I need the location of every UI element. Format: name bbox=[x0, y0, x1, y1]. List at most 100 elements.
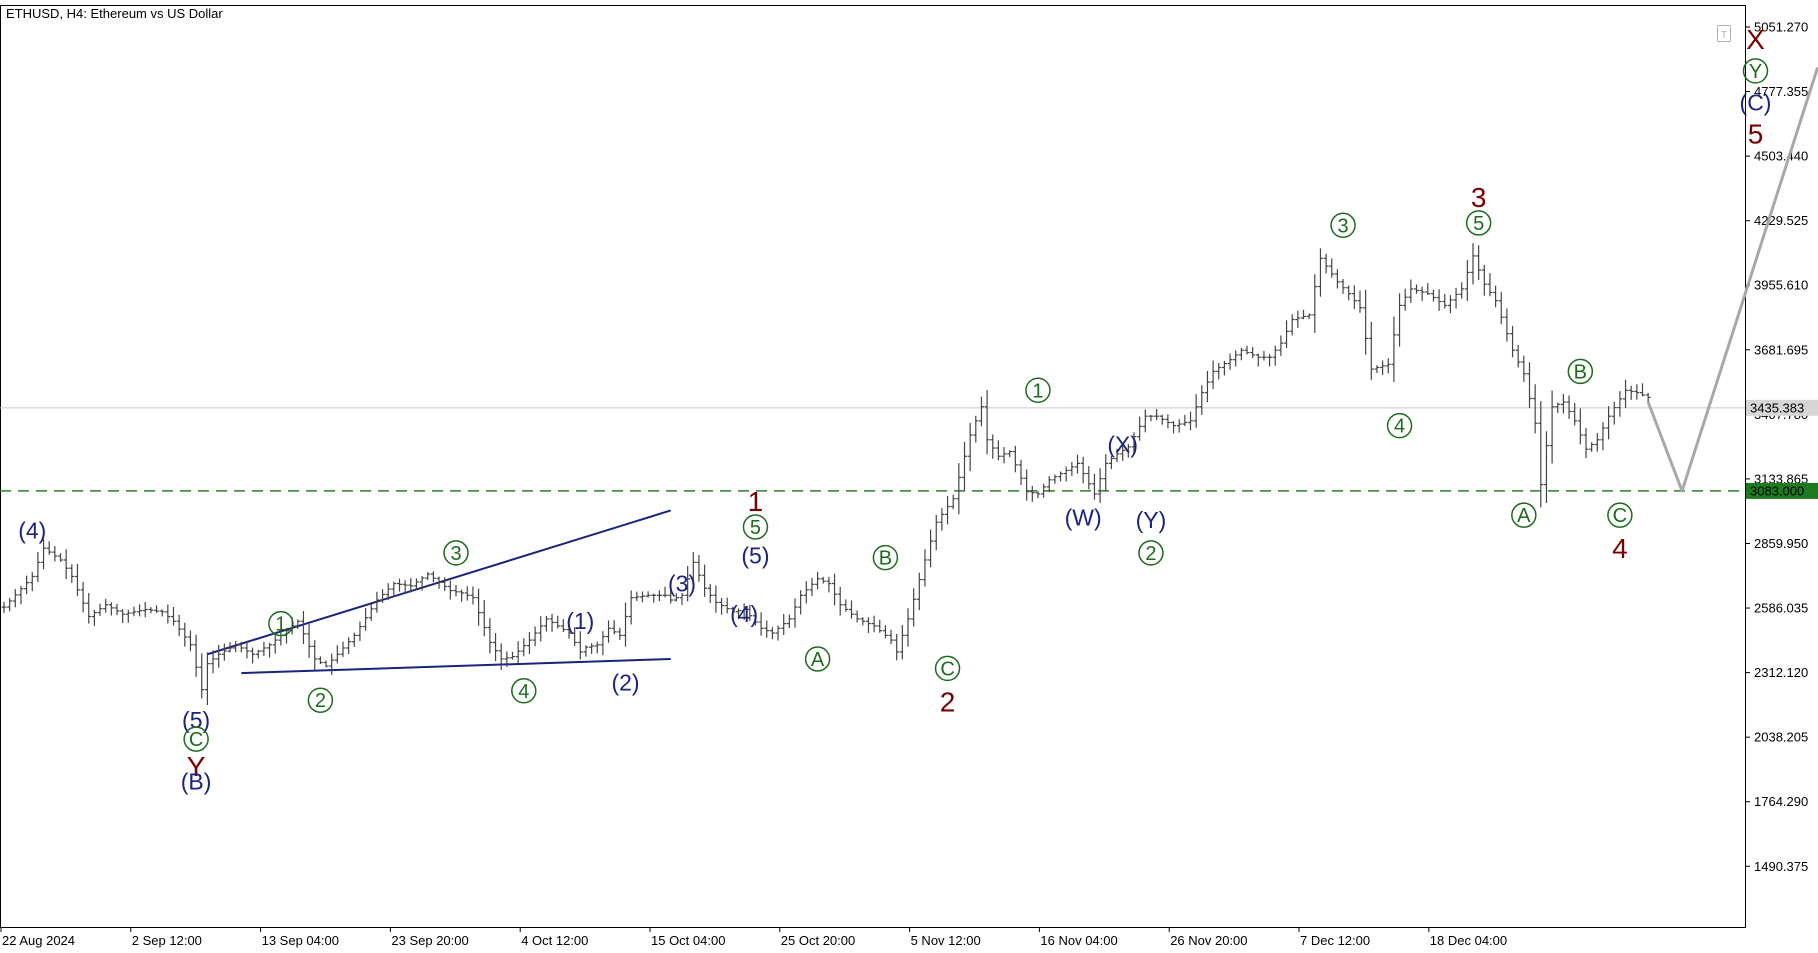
price-bar bbox=[1204, 370, 1210, 403]
wave-label-text: (C) bbox=[1740, 90, 1772, 116]
trendline-2 bbox=[241, 657, 671, 675]
price-bar bbox=[1476, 245, 1482, 280]
price-bar bbox=[323, 660, 329, 668]
price-bar bbox=[510, 651, 515, 660]
price-bar bbox=[769, 627, 775, 640]
price-bar bbox=[187, 630, 193, 652]
price-bar bbox=[752, 610, 758, 626]
wave-label-circle bbox=[268, 610, 294, 637]
price-bar bbox=[1176, 419, 1182, 433]
wave-label-text: 4 bbox=[1394, 416, 1405, 438]
price-bar bbox=[1114, 448, 1120, 463]
price-bar bbox=[713, 585, 719, 613]
price-bar bbox=[1583, 428, 1589, 459]
price-bar bbox=[391, 581, 397, 598]
wave-label-text: 5 bbox=[750, 517, 761, 539]
price-bar bbox=[58, 553, 63, 562]
price-bar bbox=[899, 624, 905, 660]
price-bar bbox=[764, 620, 770, 638]
x-tick-label: 7 Dec 12:00 bbox=[1300, 933, 1370, 948]
wave-label-text: 1 bbox=[275, 614, 286, 636]
price-bar bbox=[673, 593, 679, 602]
wave-label-circle bbox=[1138, 540, 1164, 566]
wave-label: 1 bbox=[268, 610, 294, 637]
wave-label-text: C bbox=[940, 658, 954, 680]
price-bar bbox=[656, 590, 662, 602]
price-bar bbox=[63, 549, 69, 580]
price-bar bbox=[1007, 450, 1013, 458]
price-bar bbox=[1572, 402, 1578, 426]
price-bar bbox=[368, 604, 374, 621]
price-bar bbox=[204, 652, 210, 705]
y-tick-label: 2038.205 bbox=[1754, 730, 1808, 745]
wave-label: X bbox=[1746, 24, 1765, 55]
price-bar bbox=[1250, 347, 1256, 359]
price-bar bbox=[97, 603, 103, 616]
y-tick-label: 5051.270 bbox=[1754, 20, 1808, 35]
wave-label-circle bbox=[1386, 412, 1413, 439]
price-bar bbox=[730, 606, 736, 615]
price-bar bbox=[1193, 394, 1199, 428]
price-bar bbox=[894, 633, 900, 661]
price-bar bbox=[227, 642, 233, 653]
y-tick-label: 1764.290 bbox=[1754, 794, 1808, 809]
y-tick-label: 1490.375 bbox=[1754, 859, 1808, 874]
price-bar bbox=[52, 546, 58, 562]
price-bar bbox=[1515, 344, 1521, 368]
price-bar bbox=[984, 390, 990, 455]
price-bar bbox=[1029, 486, 1035, 502]
price-bar bbox=[137, 604, 143, 617]
price-bar bbox=[41, 539, 47, 570]
x-tick-label: 13 Sep 04:00 bbox=[262, 933, 339, 948]
price-bar bbox=[1154, 408, 1160, 421]
price-bar bbox=[295, 619, 301, 629]
price-bar bbox=[1244, 345, 1250, 355]
price-bar bbox=[1357, 290, 1363, 313]
x-tick-label: 22 Aug 2024 bbox=[2, 933, 75, 948]
price-bar bbox=[922, 549, 928, 587]
y-tick-label: 4229.525 bbox=[1754, 213, 1808, 228]
price-bar bbox=[267, 642, 273, 658]
price-bar bbox=[741, 603, 747, 620]
wave-label: (5) bbox=[182, 707, 210, 733]
wave-label: 5 bbox=[1465, 210, 1492, 236]
price-bar bbox=[702, 564, 708, 597]
wave-label: (W) bbox=[1065, 505, 1102, 531]
price-bar bbox=[363, 608, 369, 631]
price-bar bbox=[747, 604, 753, 621]
price-bar bbox=[108, 602, 114, 616]
wave-label-text: X bbox=[1746, 24, 1765, 55]
price-bar bbox=[1623, 379, 1629, 408]
price-bar bbox=[1159, 414, 1165, 425]
price-bar bbox=[1611, 401, 1617, 425]
price-bar bbox=[1436, 289, 1442, 311]
wave-label: 5 bbox=[742, 514, 769, 540]
price-bar bbox=[255, 649, 261, 659]
price-bar bbox=[967, 422, 973, 472]
price-bar bbox=[1063, 466, 1069, 482]
price-bar bbox=[826, 576, 832, 593]
price-bar bbox=[1216, 362, 1222, 380]
price-bar bbox=[668, 590, 674, 604]
wave-label: 2 bbox=[307, 687, 334, 713]
price-bar bbox=[1012, 445, 1018, 473]
wave-label-circle bbox=[1465, 210, 1492, 236]
price-bar bbox=[1261, 350, 1267, 361]
price-bar bbox=[1058, 471, 1064, 482]
price-bar bbox=[945, 495, 951, 525]
price-bar bbox=[1142, 409, 1148, 433]
price-bar bbox=[1301, 309, 1306, 320]
price-bar bbox=[560, 619, 566, 633]
wave-label: A bbox=[1511, 502, 1537, 528]
price-bar bbox=[1052, 474, 1058, 484]
price-bar bbox=[623, 602, 628, 647]
y-tick-label: 3681.695 bbox=[1754, 342, 1808, 357]
price-bar bbox=[312, 640, 318, 671]
wave-label-circle bbox=[934, 655, 961, 682]
wave-label-circle bbox=[307, 687, 334, 713]
wave-label-text: 5 bbox=[1748, 118, 1764, 149]
price-bar bbox=[1210, 360, 1216, 390]
price-bar bbox=[487, 618, 493, 654]
price-bar bbox=[193, 634, 199, 677]
price-bar bbox=[1165, 414, 1171, 429]
